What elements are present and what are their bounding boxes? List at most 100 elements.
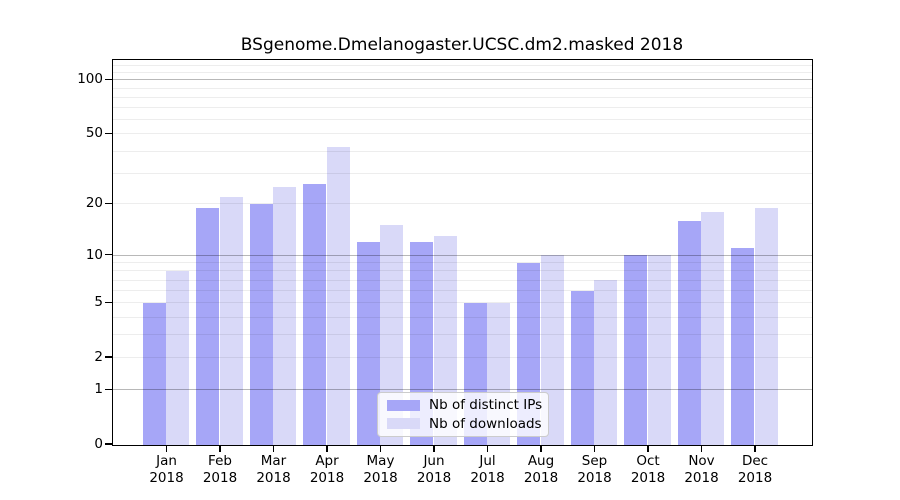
y-tick-label-100: 100	[77, 71, 103, 88]
month-label: Jun	[423, 453, 445, 469]
y-tick-label-5: 5	[94, 294, 103, 311]
y-tick-label-1: 1	[94, 381, 103, 398]
chart-title: BSgenome.Dmelanogaster.UCSC.dm2.masked 2…	[240, 35, 684, 55]
bar-downloads-sep	[594, 280, 618, 445]
month-label: Jul	[479, 453, 496, 469]
gridline-5	[112, 302, 812, 304]
year-label: 2018	[309, 470, 345, 486]
bar-ips-feb	[196, 207, 220, 445]
x-tick-label-jan: Jan 2018	[135, 453, 199, 487]
x-tick-dec	[754, 445, 756, 452]
bar-downloads-may	[380, 225, 404, 445]
legend: Nb of distinct IPs Nb of downloads	[377, 392, 549, 437]
gridline-2	[112, 357, 812, 359]
bar-downloads-feb	[219, 196, 243, 445]
legend-item-distinct-ips: Nb of distinct IPs	[387, 397, 543, 414]
gridline-3	[112, 334, 812, 336]
y-tick-label-50: 50	[85, 125, 103, 142]
year-label: 2018	[363, 470, 398, 486]
x-tick-sep	[593, 445, 596, 452]
x-tick-label-aug: Aug 2018	[509, 453, 573, 487]
y-tick-label-10: 10	[85, 246, 103, 263]
gridline-40	[112, 150, 812, 152]
x-tick-label-jul: Jul 2018	[456, 453, 520, 487]
legend-item-downloads: Nb of downloads	[387, 415, 542, 432]
x-tick-label-may: May 2018	[349, 453, 413, 487]
x-tick-label-nov: Nov 2018	[670, 453, 734, 487]
gridline-60	[112, 119, 812, 121]
x-tick-label-dec: Dec 2018	[723, 453, 787, 487]
bar-downloads-apr	[326, 147, 350, 445]
grid-layer	[112, 60, 812, 445]
y-tick-label-20: 20	[85, 195, 103, 212]
year-label: 2018	[149, 470, 184, 486]
y-tick-50	[105, 132, 112, 134]
y-tick-2	[105, 356, 112, 358]
year-label: 2018	[630, 470, 666, 486]
month-label: Mar	[260, 453, 287, 469]
bar-ips-jan	[142, 302, 166, 445]
bar-ips-may	[356, 241, 380, 445]
x-tick-oct	[647, 445, 649, 452]
gridline-6	[112, 290, 812, 292]
year-label: 2018	[577, 470, 612, 486]
gridline-4	[112, 316, 812, 318]
month-label: Apr	[315, 453, 339, 469]
year-label: 2018	[737, 470, 773, 486]
y-tick-10	[105, 253, 112, 256]
month-label: Dec	[741, 453, 769, 469]
gridline-30	[112, 172, 812, 174]
bar-downloads-mar	[273, 187, 297, 445]
x-tick-label-sep: Sep 2018	[563, 453, 627, 487]
year-label: 2018	[416, 470, 452, 486]
x-tick-may	[379, 445, 382, 452]
x-tick-feb	[219, 445, 221, 452]
year-label: 2018	[470, 470, 505, 486]
y-tick-label-2: 2	[94, 349, 103, 366]
gridline-8	[112, 270, 812, 272]
month-label: Oct	[636, 453, 660, 469]
x-tick-apr	[326, 445, 328, 452]
bar-downloads-dec	[754, 207, 778, 445]
year-label: 2018	[256, 470, 291, 486]
y-tick-20	[105, 202, 112, 205]
legend-label-downloads: Nb of downloads	[429, 415, 542, 432]
x-tick-nov	[700, 445, 703, 452]
bar-ips-oct	[624, 255, 648, 445]
month-label: Feb	[208, 453, 232, 469]
x-tick-label-oct: Oct 2018	[616, 453, 680, 487]
month-label: Sep	[581, 453, 608, 469]
y-tick-100	[105, 78, 112, 80]
x-tick-aug	[540, 445, 542, 452]
x-tick-jun	[433, 445, 435, 452]
legend-label-distinct-ips: Nb of distinct IPs	[429, 397, 543, 414]
bar-ips-mar	[249, 203, 273, 445]
month-label: Jan	[156, 453, 177, 469]
x-tick-jan	[165, 445, 168, 452]
y-tick-label-0: 0	[94, 436, 103, 452]
gridline-70	[112, 107, 812, 109]
year-label: 2018	[523, 470, 559, 486]
gridline-80	[112, 96, 812, 98]
legend-swatch-downloads	[387, 418, 420, 429]
month-label: Nov	[688, 453, 715, 469]
x-tick-label-feb: Feb 2018	[188, 453, 252, 487]
gridline-9	[112, 262, 812, 263]
legend-swatch-distinct-ips	[387, 400, 420, 411]
gridline-110	[112, 71, 812, 73]
bar-downloads-nov	[701, 211, 725, 445]
plot-area	[111, 58, 813, 446]
gridline-1	[112, 389, 812, 391]
y-tick-5	[105, 301, 112, 304]
bar-ips-sep	[570, 290, 594, 445]
gridline-10	[112, 254, 812, 256]
bar-ips-nov	[677, 220, 701, 445]
gridline-7	[112, 279, 812, 281]
x-tick-label-apr: Apr 2018	[295, 453, 359, 487]
x-tick-jul	[486, 445, 489, 452]
bar-ips-apr	[303, 184, 327, 445]
bar-downloads-jan	[166, 270, 190, 445]
gridline-100	[112, 79, 812, 81]
month-label: May	[366, 453, 395, 469]
